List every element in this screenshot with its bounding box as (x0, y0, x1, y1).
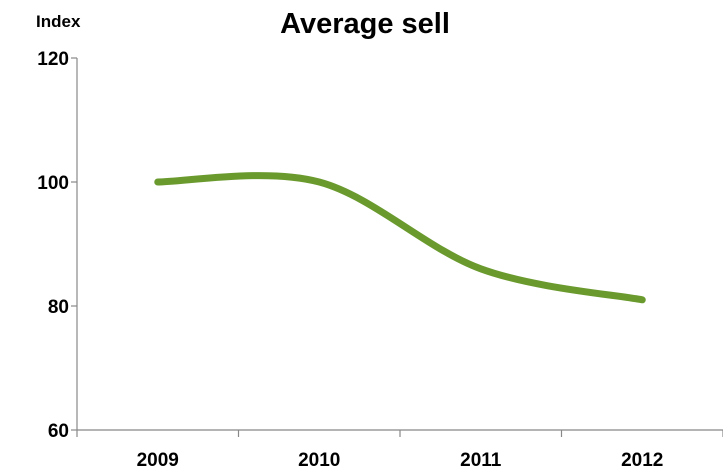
y-tick-label: 100 (37, 173, 69, 194)
y-tick-label: 80 (48, 297, 69, 318)
axes (71, 57, 723, 437)
series-line-1 (154, 172, 646, 304)
x-tick-label: 2010 (298, 450, 340, 471)
y-tick-label: 120 (37, 49, 69, 70)
series-layer (154, 172, 646, 304)
x-tick-label: 2011 (460, 450, 502, 471)
y-tick-labels: 60 80 100 120 (37, 49, 69, 442)
y-axis-label: Index (36, 12, 81, 31)
x-tick-label: 2012 (621, 450, 663, 471)
x-tick-label: 2009 (137, 450, 179, 471)
x-tick-labels: 2009 2010 2011 2012 (137, 450, 664, 471)
chart-title: Average sell (280, 8, 450, 40)
y-tick-label: 60 (48, 421, 69, 442)
